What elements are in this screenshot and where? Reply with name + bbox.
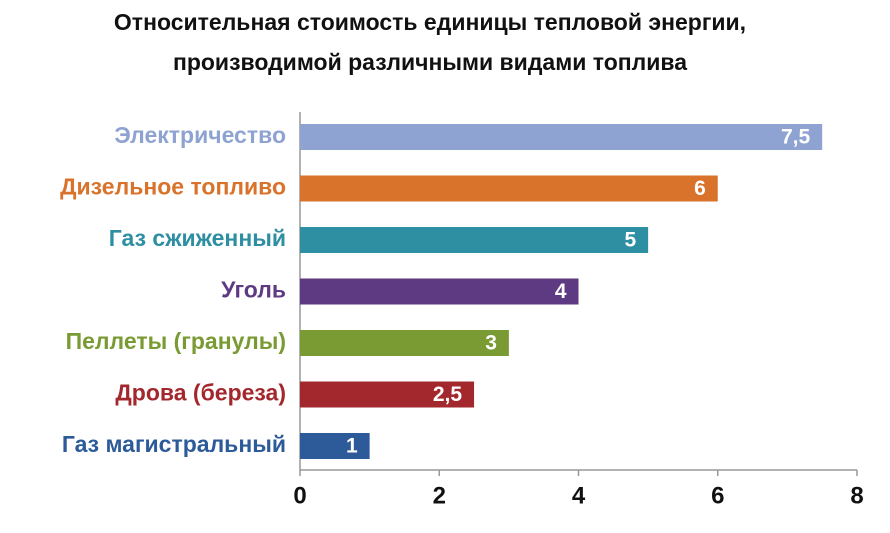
value-label: 5	[624, 229, 636, 252]
y-tick-label: Дизельное топливо	[60, 174, 286, 200]
y-tick-label: Пеллеты (гранулы)	[66, 328, 286, 354]
bar	[300, 433, 370, 459]
x-tick-label: 0	[293, 482, 306, 509]
y-tick-label: Электричество	[114, 122, 286, 148]
value-label: 1	[346, 435, 358, 458]
x-tick-label: 6	[711, 482, 724, 509]
x-tick-label: 8	[850, 482, 863, 509]
bar	[300, 381, 475, 408]
chart-title: производимой различными видами топлива	[173, 49, 687, 75]
y-tick-label: Газ магистральный	[62, 431, 286, 457]
value-label: 4	[555, 280, 567, 303]
bar	[300, 124, 823, 150]
bar	[300, 278, 579, 305]
bar	[300, 227, 649, 253]
bar	[300, 175, 718, 202]
y-tick-label: Дрова (береза)	[115, 380, 286, 406]
x-tick-label: 2	[433, 482, 446, 509]
value-label: 3	[485, 332, 497, 355]
y-tick-label: Газ сжиженный	[109, 225, 286, 251]
bar	[300, 330, 509, 356]
y-tick-label: Уголь	[221, 277, 286, 303]
value-label: 6	[694, 177, 706, 200]
chart-title: Относительная стоимость единицы тепловой…	[114, 9, 746, 35]
value-label: 7,5	[781, 126, 811, 149]
x-tick-label: 4	[572, 482, 586, 509]
value-label: 2,5	[433, 383, 463, 406]
